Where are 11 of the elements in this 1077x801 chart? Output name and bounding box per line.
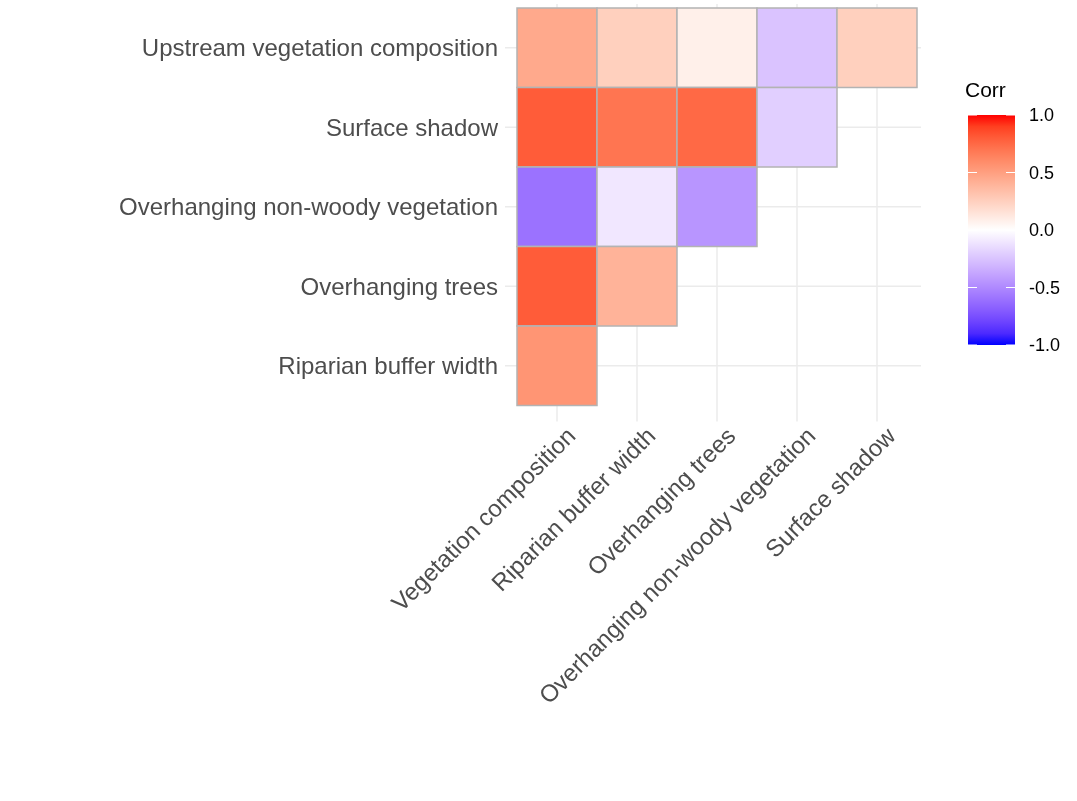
y-tick-label: Upstream vegetation composition <box>141 34 498 62</box>
y-tick-label: Riparian buffer width <box>278 352 498 380</box>
legend-title: Corr <box>965 78 1006 101</box>
color-bar-label: -0.5 <box>1029 277 1061 298</box>
color-bar-label: 0.0 <box>1029 220 1055 241</box>
color-bar-label: 0.5 <box>1029 162 1055 183</box>
y-tick-label: Overhanging trees <box>300 272 498 300</box>
color-bar-label: -1.0 <box>1029 335 1061 356</box>
color-bar-label: 1.0 <box>1029 105 1055 126</box>
y-tick-label: Overhanging non-woody vegetation <box>119 193 498 221</box>
y-tick-label: Surface shadow <box>325 113 499 141</box>
